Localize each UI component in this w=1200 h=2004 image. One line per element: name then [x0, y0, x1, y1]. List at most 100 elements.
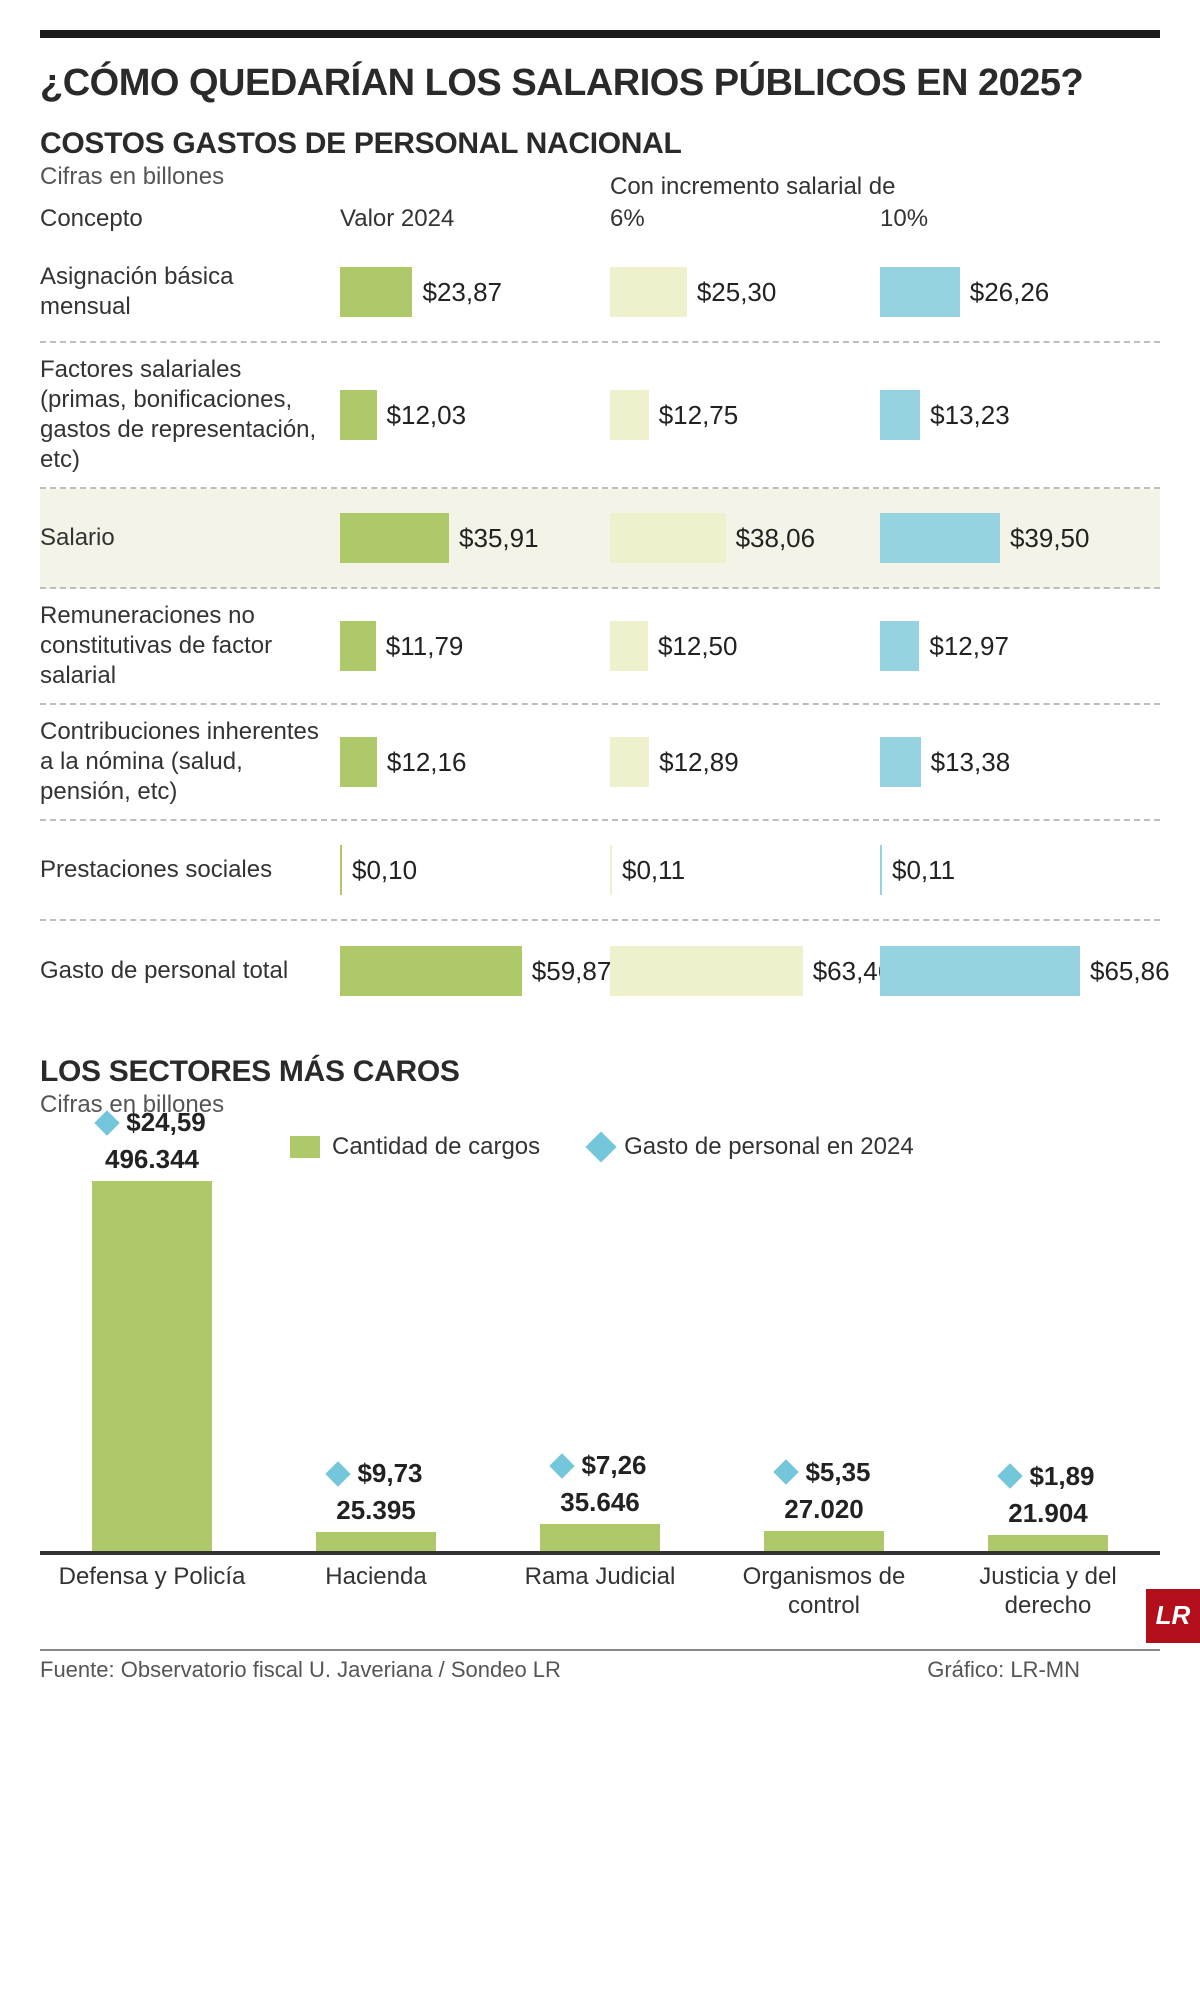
table-row: Factores salariales (primas, bonificacio…: [40, 343, 1160, 489]
table-row: Asignación básica mensual$23,87 $25,30 $26…: [40, 243, 1160, 343]
sector-axis-label: Justicia y del derecho: [946, 1563, 1150, 1621]
value-label: $12,97: [929, 631, 1009, 662]
bar-cell: $13,38: [880, 737, 1150, 787]
sector-column: $24,59 496.344: [50, 1107, 254, 1551]
value-label: $59,87: [532, 956, 612, 987]
header-2024: Valor 2024: [340, 205, 610, 237]
sector-count-label: 21.904: [1008, 1498, 1088, 1529]
sector-axis-label: Rama Judicial: [498, 1563, 702, 1621]
comparison-table: Con incremento salarial de Concepto Valo…: [40, 205, 1160, 1021]
concept-cell: Prestaciones sociales: [40, 855, 340, 885]
value-bar: [880, 737, 921, 787]
table-row: Remuneraciones no constitutivas de facto…: [40, 589, 1160, 705]
bar-cell: $12,50: [610, 621, 880, 671]
legend-diamond-label: Gasto de personal en 2024: [624, 1133, 914, 1161]
sector-axis-label: Organismos de control: [722, 1563, 926, 1621]
bar-cell: $13,23: [880, 390, 1150, 440]
concept-cell: Asignación básica mensual: [40, 262, 340, 322]
bar-cell: $38,06: [610, 513, 880, 563]
bar-cell: $0,11: [610, 845, 880, 895]
top-rule: [40, 30, 1160, 38]
table-header-row: Concepto Valor 2024 6% 10%: [40, 205, 1160, 237]
bar-cell: $59,87: [340, 946, 610, 996]
value-bar: [880, 621, 919, 671]
value-bar: [340, 621, 376, 671]
value-bar: [880, 267, 960, 317]
gasto-value: $24,59: [126, 1107, 206, 1138]
bar-cell: $23,87: [340, 267, 610, 317]
bar-cell: $39,50: [880, 513, 1150, 563]
value-label: $12,03: [387, 400, 467, 431]
value-bar: [880, 513, 1000, 563]
value-bar: [610, 267, 687, 317]
sector-bar: [764, 1531, 884, 1551]
sector-axis-labels: Defensa y PolicíaHaciendaRama JudicialOr…: [40, 1555, 1160, 1621]
value-label: $0,11: [892, 855, 955, 886]
sectors-section: LOS SECTORES MÁS CAROS Cifras en billone…: [40, 1055, 1160, 1621]
value-label: $35,91: [459, 523, 539, 554]
value-bar: [340, 513, 449, 563]
legend-diamond: Gasto de personal en 2024: [590, 1133, 914, 1161]
table-row: Gasto de personal total$59,87$63,46$65,8…: [40, 921, 1160, 1021]
value-bar: [610, 621, 648, 671]
value-label: $39,50: [1010, 523, 1090, 554]
bar-cell: $0,10: [340, 845, 610, 895]
sector-count-label: 25.395: [336, 1495, 416, 1526]
bar-cell: $12,75: [610, 390, 880, 440]
concept-cell: Salario: [40, 523, 340, 553]
value-label: $26,26: [970, 277, 1050, 308]
sector-gasto-label: $7,26: [553, 1450, 646, 1481]
bar-cell: $11,79: [340, 621, 610, 671]
value-bar: [610, 390, 649, 440]
sector-bar: [540, 1524, 660, 1551]
sector-column: $5,35 27.020: [722, 1457, 926, 1551]
value-label: $25,30: [697, 277, 777, 308]
value-bar: [880, 946, 1080, 996]
bar-cell: $65,86: [880, 946, 1150, 996]
concept-cell: Factores salariales (primas, bonificacio…: [40, 355, 340, 475]
footer-graphic: Gráfico: LR-MN: [927, 1657, 1080, 1683]
value-bar: [610, 946, 803, 996]
sector-count-label: 35.646: [560, 1487, 640, 1518]
diamond-icon: [774, 1460, 799, 1485]
sector-column: $7,26 35.646: [498, 1450, 702, 1551]
sector-gasto-label: $24,59: [98, 1107, 206, 1138]
gasto-value: $7,26: [581, 1450, 646, 1481]
sector-column: $9,73 25.395: [274, 1458, 478, 1551]
value-label: $38,06: [736, 523, 816, 554]
sector-count-label: 496.344: [105, 1144, 199, 1175]
diamond-icon: [95, 1110, 120, 1135]
value-label: $12,50: [658, 631, 738, 662]
sector-gasto-label: $5,35: [777, 1457, 870, 1488]
gasto-value: $1,89: [1029, 1461, 1094, 1492]
legend-bar-swatch: [290, 1136, 320, 1158]
value-bar: [610, 737, 649, 787]
bar-cell: $25,30: [610, 267, 880, 317]
bar-cell: $35,91: [340, 513, 610, 563]
footer: Fuente: Observatorio fiscal U. Javeriana…: [40, 1649, 1160, 1683]
bar-cell: $12,03: [340, 390, 610, 440]
value-label: $12,89: [659, 747, 739, 778]
sector-bar: [988, 1535, 1108, 1551]
lr-badge-icon: LR: [1146, 1589, 1200, 1643]
section1-heading: COSTOS GASTOS DE PERSONAL NACIONAL: [40, 127, 1160, 161]
sector-count-label: 27.020: [784, 1494, 864, 1525]
super-header: Con incremento salarial de: [610, 173, 895, 201]
value-bar: [340, 946, 522, 996]
value-bar: [340, 390, 377, 440]
header-6pct: 6%: [610, 205, 880, 237]
value-bar: [340, 267, 412, 317]
bar-cell: $63,46: [610, 946, 880, 996]
table-row: Prestaciones sociales$0,10$0,11$0,11: [40, 821, 1160, 921]
value-label: $65,86: [1090, 956, 1170, 987]
sector-bar: [316, 1532, 436, 1551]
sector-gasto-label: $1,89: [1001, 1461, 1094, 1492]
bar-cell: $12,97: [880, 621, 1150, 671]
gasto-value: $9,73: [357, 1458, 422, 1489]
sector-column: $1,89 21.904: [946, 1461, 1150, 1551]
concept-cell: Remuneraciones no constitutivas de facto…: [40, 601, 340, 691]
table-row: Contribuciones inherentes a la nómina (s…: [40, 705, 1160, 821]
value-bar: [880, 845, 882, 895]
value-bar: [880, 390, 920, 440]
legend-diamond-swatch: [586, 1131, 617, 1162]
